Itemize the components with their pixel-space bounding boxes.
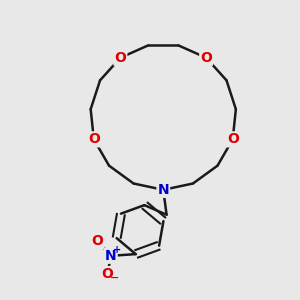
Text: O: O <box>102 267 113 281</box>
Text: O: O <box>88 132 100 146</box>
Text: +: + <box>113 245 121 256</box>
Text: O: O <box>200 51 212 65</box>
Text: N: N <box>105 249 117 263</box>
Text: O: O <box>114 51 126 65</box>
Text: N: N <box>158 183 169 197</box>
Text: O: O <box>92 234 104 248</box>
Text: −: − <box>110 273 119 283</box>
Text: O: O <box>227 132 239 146</box>
